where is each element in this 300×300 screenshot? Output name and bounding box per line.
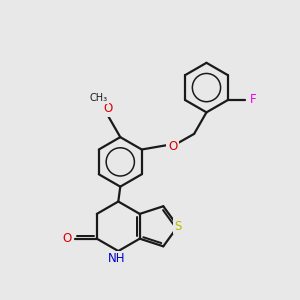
Text: CH₃: CH₃ [89, 93, 107, 103]
Text: F: F [250, 94, 256, 106]
Text: S: S [174, 220, 182, 233]
Text: O: O [103, 102, 112, 115]
Text: NH: NH [108, 253, 125, 266]
Text: O: O [168, 140, 177, 153]
Text: O: O [62, 232, 71, 245]
